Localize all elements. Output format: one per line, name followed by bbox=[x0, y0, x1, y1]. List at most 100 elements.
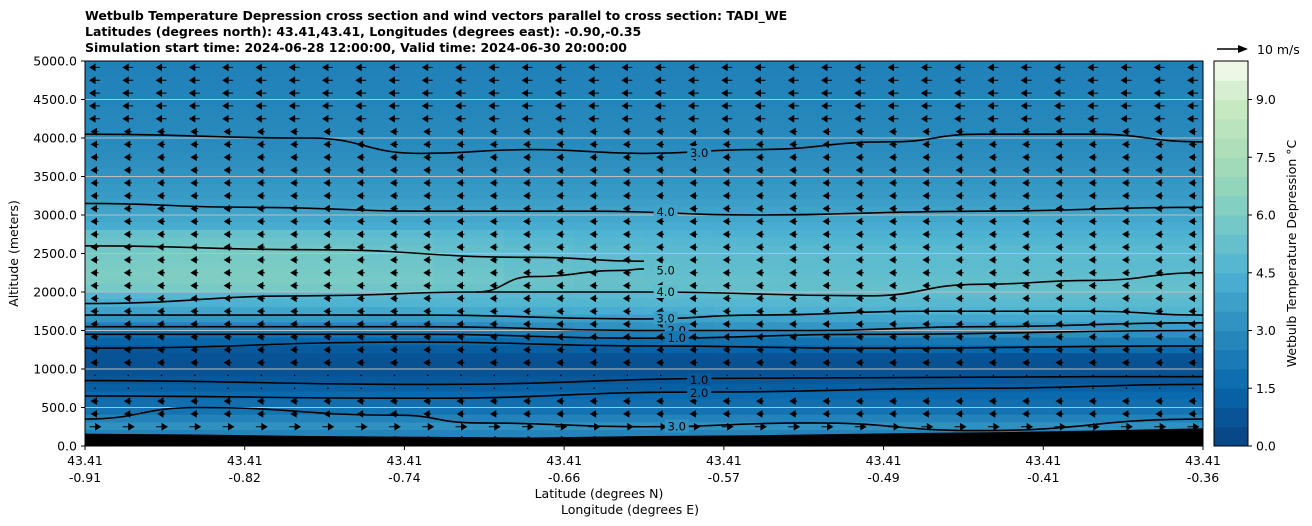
wind-vector bbox=[355, 102, 367, 110]
wind-vector bbox=[556, 140, 565, 149]
wind-vector bbox=[622, 140, 631, 149]
wind-vector bbox=[988, 397, 997, 405]
wind-vector bbox=[622, 320, 631, 328]
wind-vector bbox=[389, 256, 398, 264]
wind-vector bbox=[589, 307, 598, 316]
wind-vector bbox=[388, 89, 400, 97]
field-cell bbox=[85, 360, 156, 370]
wind-vector bbox=[654, 102, 666, 110]
wind-vector bbox=[256, 320, 265, 328]
field-cell bbox=[1062, 91, 1134, 100]
field-cell bbox=[643, 229, 715, 239]
field-cell bbox=[713, 106, 785, 116]
wind-vector bbox=[223, 127, 232, 136]
field-cell bbox=[433, 183, 505, 193]
wind-vector bbox=[1025, 374, 1028, 377]
wind-vector bbox=[622, 153, 631, 162]
field-cell bbox=[923, 391, 994, 401]
field-cell bbox=[364, 376, 435, 385]
wind-vector bbox=[123, 127, 132, 136]
field-cell bbox=[783, 314, 855, 324]
wind-vector bbox=[855, 256, 864, 264]
field-cell bbox=[85, 99, 156, 108]
wind-vector bbox=[260, 387, 263, 390]
wind-vector bbox=[789, 166, 798, 174]
wind-vector bbox=[323, 281, 332, 290]
wind-vector bbox=[1188, 140, 1197, 149]
wind-vector bbox=[855, 153, 864, 162]
wind-vector bbox=[754, 89, 766, 97]
field-cell bbox=[433, 430, 505, 439]
wind-vector bbox=[754, 102, 766, 110]
field-cell bbox=[783, 337, 855, 347]
y-tick-label: 1000.0 bbox=[33, 362, 77, 377]
wind-vector bbox=[689, 204, 698, 213]
wind-vector bbox=[1121, 166, 1130, 174]
colorbar-band bbox=[1214, 426, 1248, 447]
field-cell bbox=[154, 399, 226, 408]
field-cell bbox=[503, 168, 575, 177]
field-cell bbox=[364, 260, 435, 270]
field-cell bbox=[573, 168, 645, 177]
wind-vector bbox=[1121, 358, 1130, 367]
field-cell bbox=[85, 137, 156, 147]
wind-vector bbox=[255, 63, 267, 72]
wind-vector bbox=[889, 140, 898, 149]
field-cell bbox=[1132, 383, 1203, 393]
wind-vector bbox=[988, 243, 997, 251]
wind-vector bbox=[389, 166, 398, 174]
wind-vector bbox=[160, 387, 163, 390]
wind-vector bbox=[456, 345, 465, 354]
wind-vector bbox=[1154, 422, 1167, 431]
wind-vector bbox=[1121, 345, 1130, 354]
field-cell bbox=[294, 99, 365, 108]
field-cell bbox=[992, 391, 1064, 401]
field-cell bbox=[85, 106, 156, 116]
wind-vector bbox=[556, 410, 565, 418]
field-cell bbox=[992, 91, 1064, 100]
wind-vector bbox=[1187, 422, 1200, 431]
field-cell bbox=[433, 276, 505, 285]
wind-vector bbox=[889, 243, 898, 251]
field-cell bbox=[85, 191, 156, 201]
wind-vector bbox=[323, 179, 332, 187]
field-cell bbox=[853, 68, 924, 77]
field-cell bbox=[294, 183, 365, 193]
colorbar-tick-label: 3.0 bbox=[1256, 323, 1276, 338]
wind-vector bbox=[787, 89, 799, 97]
field-cell bbox=[154, 99, 226, 108]
wind-vector bbox=[889, 191, 898, 200]
wind-vector bbox=[356, 230, 365, 239]
field-cell bbox=[923, 337, 994, 347]
wind-vector bbox=[689, 256, 698, 264]
wind-vector bbox=[256, 410, 265, 418]
wind-vector bbox=[922, 268, 931, 277]
wind-vector bbox=[922, 217, 931, 226]
contour-line bbox=[85, 310, 1203, 320]
wind-vector bbox=[1188, 358, 1197, 367]
wind-vector bbox=[822, 294, 831, 303]
field-cell bbox=[1132, 245, 1203, 254]
field-cell bbox=[364, 276, 435, 285]
wind-vector bbox=[1055, 243, 1064, 251]
field-cell bbox=[224, 129, 296, 139]
field-cell bbox=[364, 191, 435, 201]
field-cell bbox=[923, 176, 994, 185]
wind-vector bbox=[689, 166, 698, 174]
x-tick-label-latitude: 43.41 bbox=[1185, 453, 1221, 468]
field-cell bbox=[154, 91, 226, 100]
field-cell bbox=[433, 353, 505, 362]
field-cell bbox=[573, 176, 645, 185]
wind-vector bbox=[755, 179, 764, 187]
field-cell bbox=[992, 237, 1064, 247]
wind-vector bbox=[123, 191, 132, 200]
field-cell bbox=[154, 160, 226, 170]
wind-vector bbox=[1092, 374, 1094, 377]
wind-vector bbox=[622, 166, 631, 174]
wind-vector bbox=[589, 320, 598, 328]
wind-vector bbox=[223, 281, 232, 290]
wind-vector bbox=[1188, 230, 1197, 239]
wind-vector bbox=[889, 410, 898, 418]
wind-vector bbox=[754, 114, 766, 123]
